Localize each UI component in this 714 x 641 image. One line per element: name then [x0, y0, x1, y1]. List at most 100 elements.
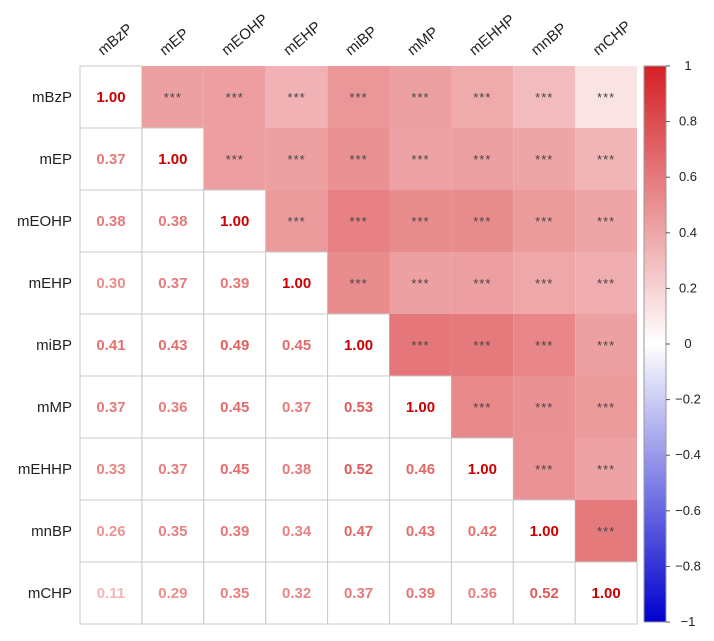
correlation-coefficient: 0.38: [282, 461, 311, 478]
colorbar-tick-label: 0.4: [679, 225, 697, 240]
heatmap-cell: [203, 561, 267, 625]
significance-label: ***: [226, 90, 244, 105]
heatmap-cell: [265, 66, 328, 128]
correlation-coefficient: 0.37: [96, 151, 125, 168]
heatmap-cell: [513, 314, 576, 376]
significance-label: ***: [411, 152, 429, 167]
heatmap-cell: [389, 437, 452, 501]
heatmap-cell: [575, 190, 638, 252]
heatmap-cell: [141, 251, 205, 315]
colorbar-tick-label: −0.8: [675, 558, 701, 573]
heatmap-cell: [451, 128, 514, 190]
significance-label: ***: [535, 462, 553, 477]
significance-label: ***: [411, 90, 429, 105]
diagonal-coefficient: 1.00: [344, 337, 373, 354]
colorbar-tick-label: 0.2: [679, 280, 697, 295]
correlation-coefficient: 0.38: [96, 213, 125, 230]
heatmap-cell: [327, 561, 391, 625]
column-label: mnBP: [528, 20, 570, 59]
row-label: mEOHP: [17, 213, 72, 230]
heatmap-cell: [79, 65, 143, 129]
correlation-coefficient: 0.26: [96, 523, 125, 540]
correlation-coefficient: 0.46: [406, 461, 435, 478]
row-label: mEHP: [29, 275, 72, 292]
significance-label: ***: [288, 214, 306, 229]
heatmap-cell: [79, 127, 143, 191]
correlation-coefficient: 0.37: [96, 399, 125, 416]
correlation-coefficient: 0.49: [220, 337, 249, 354]
heatmap-cell: [513, 376, 576, 438]
significance-label: ***: [597, 338, 615, 353]
row-label: miBP: [36, 337, 72, 354]
heatmap-cell: [513, 438, 576, 500]
heatmap-cell: [79, 499, 143, 563]
heatmap-cell: [450, 561, 514, 625]
heatmap-cell: [203, 66, 266, 128]
significance-label: ***: [411, 338, 429, 353]
heatmap-cell: [575, 128, 638, 190]
column-label: mEP: [156, 25, 192, 59]
significance-label: ***: [535, 90, 553, 105]
significance-label: ***: [535, 152, 553, 167]
correlation-coefficient: 0.52: [344, 461, 373, 478]
heatmap-cell: [513, 128, 576, 190]
heatmap-cell: [79, 251, 143, 315]
heatmap-cell: [327, 437, 391, 501]
colorbar-tick-label: 1: [684, 58, 691, 73]
heatmap-cell: [141, 561, 205, 625]
diagonal-coefficient: 1.00: [468, 461, 497, 478]
heatmap-cell: [451, 314, 514, 376]
heatmap-cell: [389, 499, 452, 563]
significance-label: ***: [349, 276, 367, 291]
colorbar-tick-label: 0.6: [679, 169, 697, 184]
heatmap-cell: [512, 561, 576, 625]
row-label: mMP: [37, 399, 72, 416]
heatmap-cell: [79, 561, 143, 625]
diagonal-coefficient: 1.00: [530, 523, 559, 540]
significance-label: ***: [535, 338, 553, 353]
significance-label: ***: [349, 214, 367, 229]
heatmap-cell: [265, 499, 329, 563]
heatmap-cell: [203, 499, 267, 563]
heatmap-cells: [79, 65, 638, 625]
heatmap-cell: [265, 561, 329, 625]
correlation-coefficient: 0.32: [282, 585, 311, 602]
correlation-coefficient: 0.41: [96, 337, 125, 354]
correlation-coefficient: 0.45: [282, 337, 311, 354]
colorbar-tick-label: −1: [681, 614, 696, 629]
heatmap-cell: [327, 128, 390, 190]
column-labels: mBzP mEP mEOHP mEHP miBP mMP mEHHP mnBP mCHP: [95, 11, 635, 59]
heatmap-cell: [575, 252, 638, 314]
colorbar-tick-label: −0.6: [675, 503, 701, 518]
heatmap-cell: [327, 375, 391, 439]
diagonal-coefficient: 1.00: [96, 89, 125, 106]
column-label: mCHP: [590, 18, 635, 59]
heatmap-cell: [203, 375, 267, 439]
diagonal-coefficient: 1.00: [406, 399, 435, 416]
heatmap-cell: [575, 66, 638, 128]
heatmap-cell: [451, 376, 514, 438]
significance-label: ***: [164, 90, 182, 105]
column-label: mMP: [404, 24, 442, 60]
correlation-coefficient: 0.43: [158, 337, 187, 354]
correlation-coefficient: 0.47: [344, 523, 373, 540]
significance-label: ***: [597, 462, 615, 477]
colorbar-tick-label: −0.4: [675, 447, 701, 462]
correlation-coefficient: 0.29: [158, 585, 187, 602]
heatmap-cell: [141, 189, 205, 253]
heatmap-cell: [389, 314, 452, 376]
significance-label: ***: [473, 338, 491, 353]
significance-label: ***: [411, 214, 429, 229]
row-labels: mBzP mEP mEOHP mEHP miBP mMP mEHHP mnBP mCHP: [17, 89, 72, 602]
significance-label: ***: [349, 90, 367, 105]
correlation-coefficient: 0.38: [158, 213, 187, 230]
correlation-coefficient: 0.45: [220, 461, 249, 478]
heatmap-cell: [327, 66, 390, 128]
heatmap-cell: [389, 561, 452, 625]
significance-label: ***: [597, 524, 615, 539]
heatmap-cell: [575, 314, 638, 376]
heatmap-cell: [327, 190, 390, 252]
heatmap-cell: [389, 128, 452, 190]
heatmap-cell: [513, 66, 576, 128]
heatmap-cell: [451, 252, 514, 314]
